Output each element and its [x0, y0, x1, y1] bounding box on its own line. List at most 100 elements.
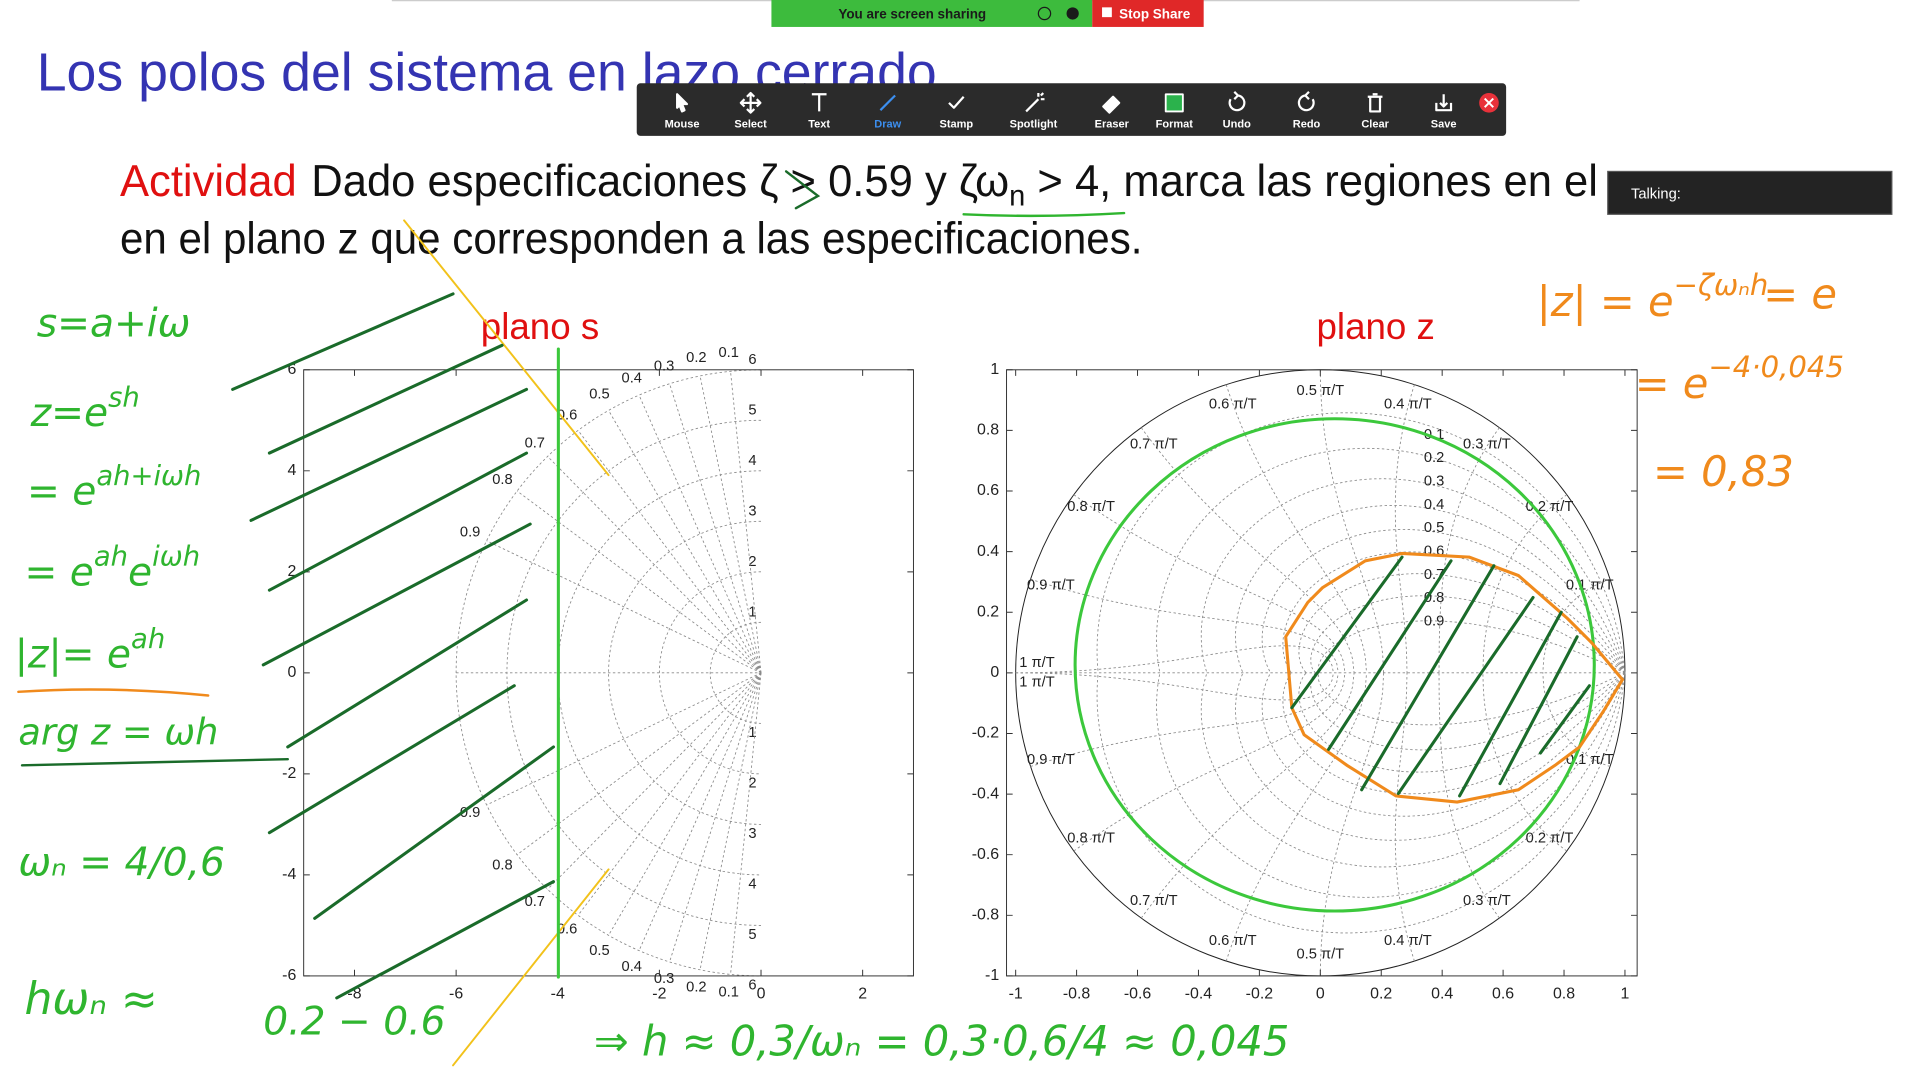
handwritten-note: = e−4·0,045 [1635, 350, 1844, 408]
activity-line: Actividad Dado especificaciones ζ > 0.59 … [120, 157, 1598, 213]
grid-label: 0.5 [589, 943, 609, 959]
share-status: You are screen sharing [838, 6, 986, 21]
share-icon [1037, 6, 1052, 21]
toolbar-button[interactable]: Clear [1361, 93, 1390, 130]
toolbar-label[interactable]: Text [808, 118, 830, 130]
grid-label: 0.6 [557, 922, 577, 938]
toolbar-icon [811, 93, 827, 112]
toolbar-button[interactable]: Mouse [665, 93, 700, 130]
y-tick-label: -4 [282, 866, 296, 883]
wn-curve [1319, 369, 1385, 976]
toolbar-button[interactable]: Save [1431, 94, 1457, 130]
toolbar-label[interactable]: Mouse [665, 118, 700, 130]
toolbar-button[interactable]: Draw [874, 94, 902, 131]
grid-label: 0.2 [1424, 450, 1444, 466]
toolbar-icon [1102, 95, 1121, 114]
toolbar-label[interactable]: Select [734, 118, 767, 130]
zeta-ray [516, 490, 762, 856]
y-tick-label: -2 [282, 765, 296, 782]
toolbar-label[interactable]: Format [1156, 118, 1194, 130]
toolbar-button[interactable]: Redo [1293, 91, 1321, 131]
toolbar-button[interactable]: Format [1156, 93, 1194, 130]
note-text: s=a+iω [37, 302, 191, 347]
close-icon [1484, 97, 1494, 108]
handwritten-note: arg z = ωh [18, 710, 218, 753]
handwritten-note: |z|= eah [15, 624, 166, 678]
wn-curve [1015, 645, 1334, 701]
toolbar-button[interactable]: Eraser [1095, 95, 1130, 131]
note-text: e [128, 550, 152, 595]
grid-label: 0.3 π/T [1463, 893, 1511, 909]
y-tick-label: 0 [287, 664, 296, 681]
toolbar-icon [1297, 91, 1315, 112]
x-tick-label: -0.8 [1063, 985, 1091, 1002]
annotation-toolbar: Mouse Select Text Draw Stamp Spotlight Eraser F… [636, 83, 1507, 136]
note-text: ⇒ h ≈ 0,3/ωₙ = 0,3·0,6/4 ≈ 0,045 [594, 1017, 1290, 1066]
talking-panel: Talking: [1607, 170, 1893, 215]
grid-label: 1 [748, 604, 756, 620]
toolbar-label[interactable]: Spotlight [1010, 118, 1058, 130]
y-tick-label: 6 [287, 361, 296, 378]
grid-label: 0.5 [589, 387, 609, 403]
toolbar-label[interactable]: Undo [1223, 118, 1251, 130]
share-banner: You are screen sharing Stop Share [771, 0, 1204, 27]
plot: plano s1122334455660.10.10.20.20.30.30.4… [282, 306, 914, 1002]
grid-label: 0.6 π/T [1209, 397, 1257, 413]
plot-title: plano s [481, 306, 599, 347]
toolbar-button[interactable]: Spotlight [1010, 92, 1058, 130]
y-tick-label: 0 [990, 664, 999, 681]
toolbar-button[interactable]: Select [734, 91, 767, 130]
wn-curve [1225, 384, 1367, 962]
wn-circle [557, 470, 762, 876]
grid-label: 0.7 π/T [1130, 437, 1178, 453]
y-tick-label: 0.4 [977, 543, 999, 560]
zeta-curve [1317, 620, 1626, 726]
wn-curve [1394, 384, 1415, 962]
toolbar-icon [1367, 93, 1383, 113]
ink-underline [17, 688, 210, 697]
zeta-ray [547, 456, 762, 890]
toolbar-label[interactable]: Redo [1293, 118, 1321, 130]
grid-label: 0.6 [557, 408, 577, 424]
note-superscript: sh [108, 383, 140, 414]
toolbar-icon [676, 93, 689, 113]
ink-annotations [17, 170, 1625, 1067]
note-text: 0.2 − 0.6 [263, 1000, 445, 1045]
grid-label: 0.2 [686, 350, 706, 366]
handwritten-note: ⇒ h ≈ 0,3/ωₙ = 0,3·0,6/4 ≈ 0,045 [594, 1017, 1290, 1066]
toolbar-button[interactable]: Text [808, 93, 830, 130]
grid-label: 0.2 [686, 979, 706, 995]
ink-hatch [1290, 555, 1591, 798]
grid-label: 0.1 [718, 345, 738, 361]
ink-orange-region [1284, 551, 1625, 804]
toolbar-label[interactable]: Stamp [939, 118, 973, 130]
toolbar-button[interactable]: Undo [1223, 91, 1251, 131]
note-text: arg z = ωh [18, 710, 218, 753]
y-tick-label: -0.8 [972, 907, 1000, 924]
ink-green-circle [1073, 417, 1596, 913]
note-text: = e [27, 469, 96, 514]
toolbar-label[interactable]: Eraser [1095, 118, 1130, 130]
note-superscript: −ζωₙh [1674, 268, 1769, 302]
wn-circle [709, 621, 762, 724]
grid-label: 0.4 π/T [1384, 933, 1432, 949]
toolbar-label[interactable]: Clear [1361, 118, 1389, 130]
plot: plano z0.10.20.30.40.50.60.70.80.90.1 π/… [972, 306, 1638, 1002]
share-icon [1066, 7, 1079, 20]
grid-label: 1 [748, 725, 756, 741]
grid-label: 1 π/T [1019, 675, 1054, 691]
toolbar-button[interactable]: Stamp [939, 96, 973, 131]
wn-circle [659, 571, 762, 775]
zeta-ray [486, 540, 762, 806]
grid-label: 0.8 π/T [1067, 830, 1115, 846]
note-text: z=e [30, 391, 108, 436]
toolbar-label[interactable]: Draw [874, 118, 901, 130]
y-tick-label: -0.2 [972, 725, 1000, 742]
handwritten-note: = eaheiωh [24, 542, 200, 596]
x-tick-label: -0.2 [1246, 985, 1274, 1002]
wn-curve [1438, 427, 1500, 919]
talking-bg [1607, 170, 1893, 215]
stop-share-label[interactable]: Stop Share [1119, 6, 1191, 21]
zeta-ray [699, 375, 762, 970]
toolbar-label[interactable]: Save [1431, 118, 1457, 130]
